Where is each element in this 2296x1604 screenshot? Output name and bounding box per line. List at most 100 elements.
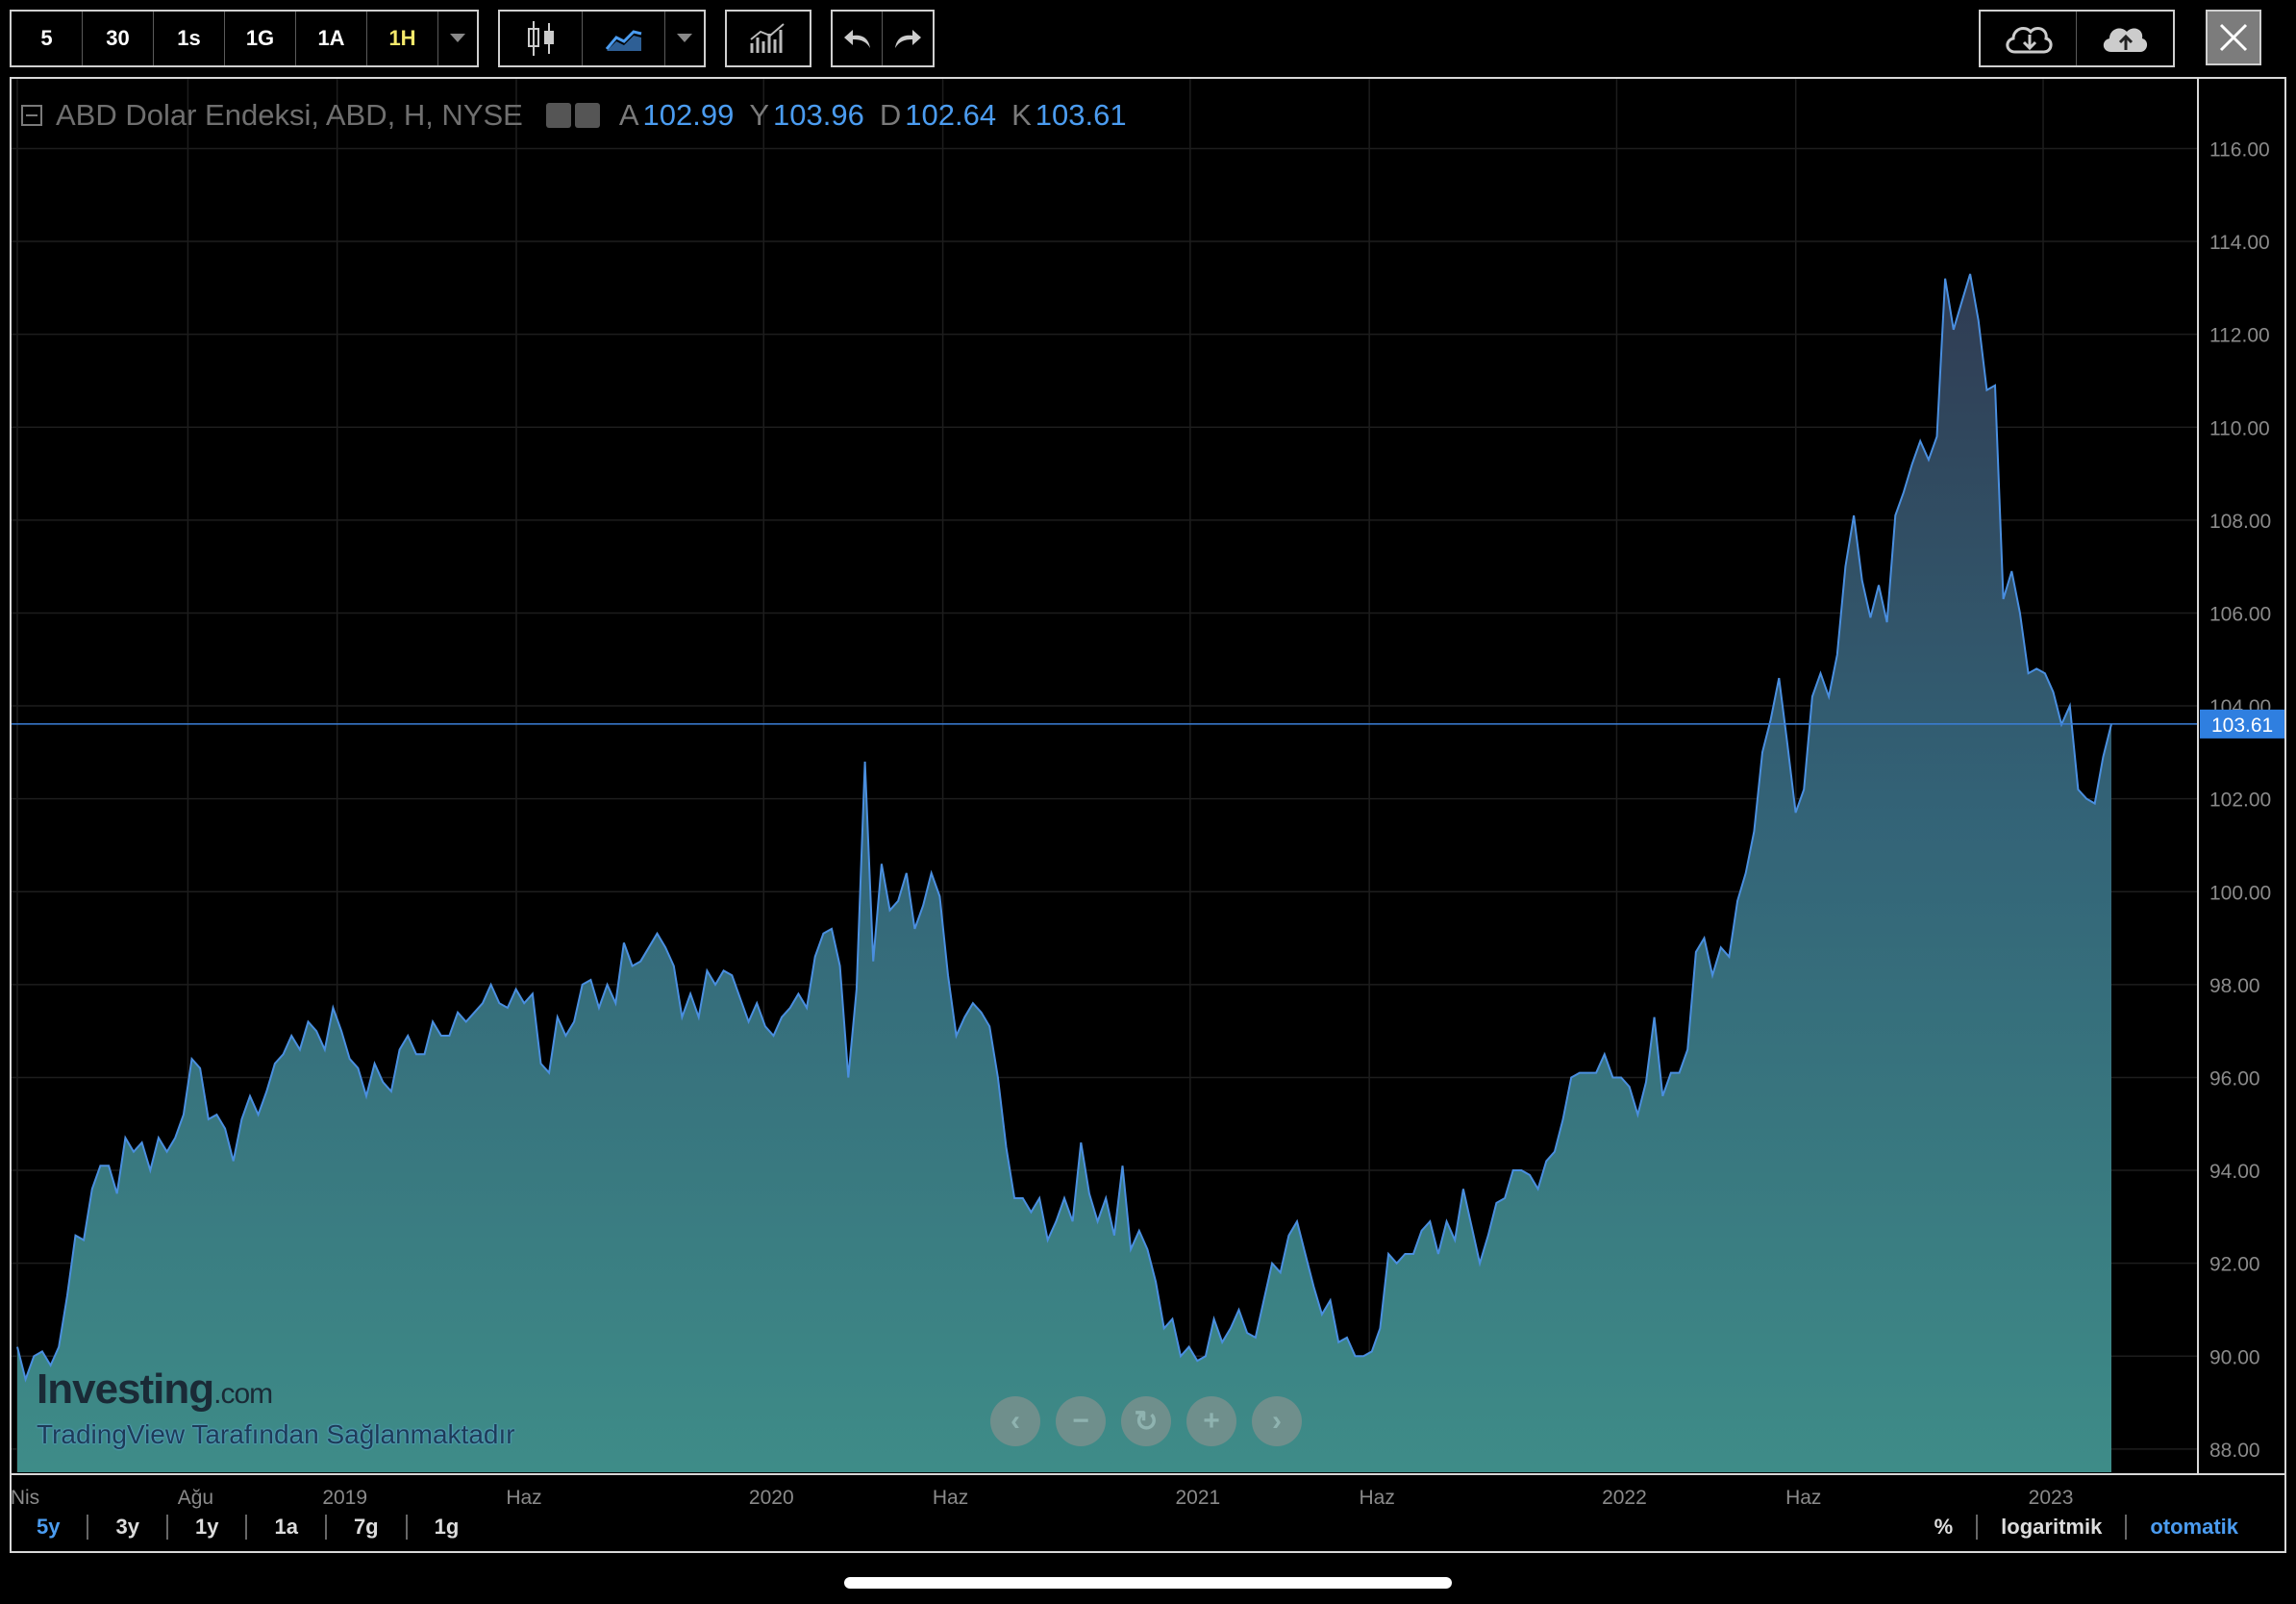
home-indicator: [844, 1577, 1452, 1589]
indicators-icon: [750, 23, 785, 53]
y-tick-label: 108.00: [2209, 511, 2271, 533]
indicators-button[interactable]: [727, 12, 810, 65]
y-tick-label: 92.00: [2209, 1254, 2260, 1276]
y-tick-label: 94.00: [2209, 1161, 2260, 1183]
chart-type-dropdown[interactable]: [665, 12, 704, 65]
x-tick-label: Ağu: [178, 1487, 213, 1509]
y-tick-label: 96.00: [2209, 1067, 2260, 1090]
investing-logo: Investing.com: [37, 1366, 273, 1413]
eye-icon[interactable]: [545, 103, 571, 128]
low-label: D: [879, 98, 902, 132]
toolbar: 5 30 1s 1G 1A 1H: [10, 10, 954, 67]
history-group: [831, 10, 935, 67]
x-tick-label: Haz: [506, 1487, 541, 1509]
y-tick-label: 114.00: [2209, 232, 2270, 254]
interval-1a[interactable]: 1A: [296, 12, 367, 65]
interval-dropdown[interactable]: [438, 12, 477, 65]
range-7g[interactable]: 7g: [327, 1515, 408, 1540]
undo-button[interactable]: [833, 12, 883, 65]
redo-button[interactable]: [883, 12, 933, 65]
y-tick-label: 112.00: [2209, 325, 2270, 347]
high-label: Y: [749, 98, 770, 132]
high-value: 103.96: [773, 98, 864, 132]
chart-type-group: [498, 10, 706, 67]
redo-icon: [895, 30, 921, 48]
cloud-upload-button[interactable]: [2077, 12, 2173, 65]
range-1a[interactable]: 1a: [247, 1515, 327, 1540]
y-tick-label: 116.00: [2209, 138, 2270, 161]
last-price-badge: [2200, 709, 2284, 739]
undo-icon: [843, 30, 870, 48]
x-tick-label: 2019: [322, 1487, 367, 1509]
chart-legend: ABD Dolar Endeksi, ABD, H, NYSE A 102.99 …: [21, 98, 1127, 133]
area-chart-button[interactable]: [583, 12, 665, 65]
cloud-download-button[interactable]: [1981, 12, 2077, 65]
chevron-left-icon: ‹: [1011, 1405, 1020, 1437]
y-tick-label: 106.00: [2209, 603, 2271, 625]
last-price-label: 103.61: [2211, 714, 2273, 737]
gear-icon[interactable]: [574, 103, 600, 128]
range-1g[interactable]: 1g: [434, 1515, 460, 1539]
collapse-icon[interactable]: [21, 105, 42, 126]
range-1y[interactable]: 1y: [168, 1515, 248, 1540]
scale-auto[interactable]: otomatik: [2150, 1515, 2238, 1539]
price-line: [16, 273, 2112, 1383]
chevron-down-icon: [450, 34, 465, 42]
open-label: A: [618, 98, 639, 132]
range-5y[interactable]: 5y: [21, 1515, 89, 1540]
scroll-left-button[interactable]: ‹: [990, 1396, 1040, 1446]
range-3y[interactable]: 3y: [88, 1515, 168, 1540]
minus-icon: −: [1072, 1405, 1089, 1437]
refresh-icon: ↻: [1134, 1405, 1159, 1438]
price-area: [17, 273, 2111, 1472]
y-tick-label: 110.00: [2209, 417, 2270, 439]
area-chart-icon: [605, 30, 641, 51]
chevron-right-icon: ›: [1272, 1405, 1282, 1437]
low-value: 102.64: [905, 98, 997, 132]
y-tick-label: 102.00: [2209, 789, 2271, 812]
y-tick-label: 90.00: [2209, 1346, 2260, 1368]
interval-1g[interactable]: 1G: [225, 12, 296, 65]
candlestick-button[interactable]: [500, 12, 583, 65]
interval-5[interactable]: 5: [12, 12, 83, 65]
navigation-controls: ‹ − ↻ + ›: [990, 1396, 1317, 1446]
close-value: 103.61: [1035, 98, 1127, 132]
close-icon: [2219, 23, 2248, 52]
range-bar: 5y 3y 1y 1a 7g 1g: [21, 1515, 486, 1540]
y-tick-label: 100.00: [2209, 882, 2271, 904]
close-label: K: [1011, 98, 1032, 132]
x-tick-label: Haz: [1359, 1487, 1394, 1509]
zoom-out-button[interactable]: −: [1056, 1396, 1106, 1446]
provider-text: TradingView Tarafından Sağlanmaktadır: [37, 1419, 515, 1449]
indicator-group: [725, 10, 811, 67]
interval-30[interactable]: 30: [83, 12, 154, 65]
interval-group: 5 30 1s 1G 1A 1H: [10, 10, 479, 67]
x-tick-label: 2022: [1602, 1487, 1647, 1509]
symbol-title: ABD Dolar Endeksi, ABD, H, NYSE: [56, 98, 523, 132]
cloud-tools: [1979, 10, 2175, 67]
cloud-upload-icon: [2103, 28, 2148, 52]
plus-icon: +: [1203, 1405, 1220, 1437]
chevron-down-icon: [677, 34, 692, 42]
x-tick-label: Nis: [11, 1487, 39, 1509]
open-value: 102.99: [642, 98, 735, 132]
x-tick-label: 2021: [1175, 1487, 1220, 1509]
zoom-in-button[interactable]: +: [1186, 1396, 1236, 1446]
reset-button[interactable]: ↻: [1121, 1396, 1171, 1446]
close-button[interactable]: [2206, 10, 2261, 65]
watermark: Investing.com TradingView Tarafından Sağ…: [37, 1366, 515, 1450]
y-tick-label: 98.00: [2209, 975, 2260, 997]
scale-log[interactable]: logaritmik: [1978, 1515, 2128, 1540]
interval-1h[interactable]: 1H: [367, 12, 438, 65]
x-tick-label: Haz: [933, 1487, 968, 1509]
scroll-right-button[interactable]: ›: [1252, 1396, 1302, 1446]
scale-options: % logaritmik otomatik: [1911, 1515, 2261, 1540]
x-tick-label: 2023: [2029, 1487, 2074, 1509]
chart-frame: [10, 77, 2286, 1553]
cloud-download-icon: [2005, 27, 2052, 54]
candlestick-icon: [527, 21, 554, 56]
scale-percent[interactable]: %: [1911, 1515, 1979, 1540]
interval-1s[interactable]: 1s: [154, 12, 225, 65]
y-tick-label: 88.00: [2209, 1440, 2260, 1462]
